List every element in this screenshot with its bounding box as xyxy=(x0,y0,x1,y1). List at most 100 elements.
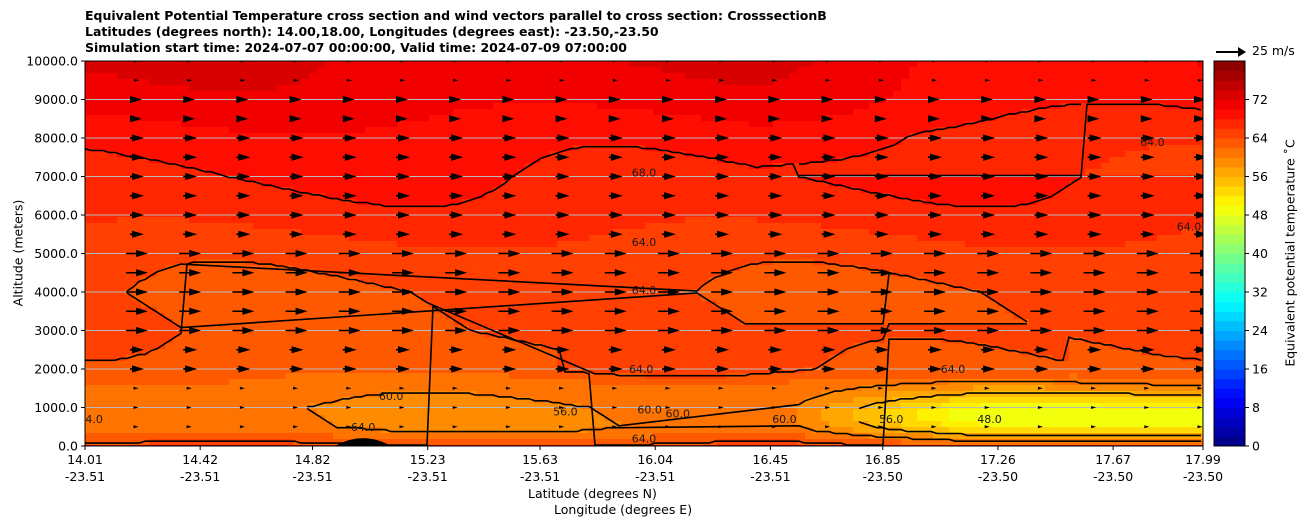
field-cell xyxy=(301,439,310,446)
field-cell xyxy=(413,253,422,260)
field-cell xyxy=(621,139,630,146)
field-cell xyxy=(445,85,454,92)
field-cell xyxy=(389,79,398,86)
field-cell xyxy=(605,427,614,434)
field-cell xyxy=(325,181,334,188)
field-cell xyxy=(277,133,286,140)
field-cell xyxy=(141,115,150,122)
field-cell xyxy=(661,253,670,260)
field-cell xyxy=(669,145,678,152)
field-cell xyxy=(285,433,294,440)
field-cell xyxy=(165,115,174,122)
field-cell xyxy=(325,163,334,170)
field-cell xyxy=(445,139,454,146)
field-cell xyxy=(373,379,382,386)
field-cell xyxy=(389,355,398,362)
field-cell xyxy=(405,385,414,392)
field-cell xyxy=(645,379,654,386)
field-cell xyxy=(397,151,406,158)
field-cell xyxy=(189,67,198,74)
field-cell xyxy=(101,301,110,308)
field-cell xyxy=(309,235,318,242)
field-cell xyxy=(493,91,502,98)
field-cell xyxy=(437,253,446,260)
field-cell xyxy=(197,439,206,446)
field-cell xyxy=(549,97,558,104)
field-cell xyxy=(357,61,366,68)
field-cell xyxy=(573,307,582,314)
field-cell xyxy=(493,319,502,326)
field-cell xyxy=(413,367,422,374)
field-cell xyxy=(189,121,198,128)
field-cell xyxy=(661,379,670,386)
field-cell xyxy=(181,181,190,188)
field-cell xyxy=(109,271,118,278)
field-cell xyxy=(677,247,686,254)
field-cell xyxy=(253,283,262,290)
field-cell xyxy=(549,139,558,146)
field-cell xyxy=(397,355,406,362)
field-cell xyxy=(525,127,534,134)
field-cell xyxy=(205,115,214,122)
field-cell xyxy=(565,265,574,272)
field-cell xyxy=(125,337,134,344)
field-cell xyxy=(157,85,166,92)
field-cell xyxy=(205,403,214,410)
field-cell xyxy=(525,199,534,206)
field-cell xyxy=(621,259,630,266)
field-cell xyxy=(245,397,254,404)
field-cell xyxy=(237,181,246,188)
field-cell xyxy=(173,193,182,200)
field-cell xyxy=(117,307,126,314)
field-cell xyxy=(365,169,374,176)
field-cell xyxy=(565,283,574,290)
field-cell xyxy=(469,139,478,146)
field-cell xyxy=(293,61,302,68)
field-cell xyxy=(629,91,638,98)
field-cell xyxy=(653,175,662,182)
field-cell xyxy=(317,277,326,284)
field-cell xyxy=(621,379,630,386)
field-cell xyxy=(453,73,462,80)
field-cell xyxy=(93,247,102,254)
field-cell xyxy=(157,433,166,440)
field-cell xyxy=(525,433,534,440)
field-cell xyxy=(381,109,390,116)
field-cell xyxy=(277,73,286,80)
field-cell xyxy=(517,199,526,206)
field-cell xyxy=(541,151,550,158)
field-cell xyxy=(173,265,182,272)
field-cell xyxy=(85,139,94,146)
field-cell xyxy=(525,115,534,122)
field-cell xyxy=(349,229,358,236)
field-cell xyxy=(213,211,222,218)
field-cell xyxy=(205,91,214,98)
field-cell xyxy=(197,133,206,140)
field-cell xyxy=(285,415,294,422)
field-cell xyxy=(637,163,646,170)
field-cell xyxy=(581,355,590,362)
field-cell xyxy=(501,271,510,278)
field-cell xyxy=(581,193,590,200)
field-cell xyxy=(477,163,486,170)
field-cell xyxy=(525,157,534,164)
field-cell xyxy=(125,385,134,392)
field-cell xyxy=(629,361,638,368)
field-cell xyxy=(253,349,262,356)
field-cell xyxy=(317,295,326,302)
field-cell xyxy=(149,373,158,380)
field-cell xyxy=(221,349,230,356)
field-cell xyxy=(525,421,534,428)
field-cell xyxy=(653,385,662,392)
field-cell xyxy=(341,73,350,80)
field-cell xyxy=(253,169,262,176)
field-cell xyxy=(197,73,206,80)
field-cell xyxy=(333,175,342,182)
field-cell xyxy=(253,211,262,218)
field-cell xyxy=(165,223,174,230)
field-cell xyxy=(205,361,214,368)
field-cell xyxy=(213,127,222,134)
field-cell xyxy=(469,247,478,254)
field-cell xyxy=(621,187,630,194)
field-cell xyxy=(653,271,662,278)
